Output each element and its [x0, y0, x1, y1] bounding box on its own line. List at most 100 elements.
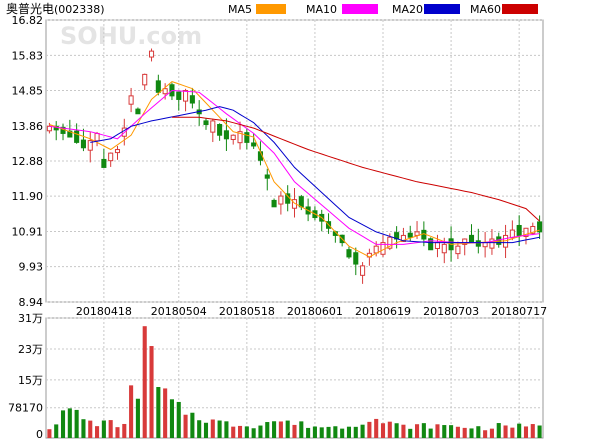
candle-body: [142, 73, 148, 86]
volume-bar: [306, 427, 311, 438]
price-tick-label: 15.83: [12, 49, 44, 62]
candle-body: [298, 196, 304, 208]
volume-bar: [442, 425, 447, 438]
volume-bar: [169, 399, 174, 438]
candle-body: [128, 95, 134, 105]
volume-bar: [163, 388, 168, 438]
date-tick-label: 20180619: [355, 305, 411, 318]
volume-bar: [258, 425, 263, 438]
volume-bar: [74, 409, 79, 438]
volume-tick-label: 23万: [18, 343, 43, 356]
volume-tick-label: 0: [36, 428, 43, 440]
volume-bar: [333, 426, 338, 438]
volume-bar: [190, 412, 195, 438]
volume-bar: [374, 418, 379, 438]
candle-body: [400, 234, 406, 242]
volume-bar: [428, 428, 433, 438]
line-ma5: [49, 81, 540, 258]
candle-body: [230, 134, 236, 140]
candle-body: [135, 108, 141, 115]
volume-bar: [394, 423, 399, 438]
volume-bar: [537, 425, 542, 438]
volume-bar: [67, 408, 72, 438]
price-panel: 16.82 15.83 14.85 13.86 12.88 11.90 10.91 9.93 8…: [12, 14, 548, 318]
volume-bar: [469, 428, 474, 438]
volume-bar: [81, 419, 86, 438]
volume-bar: [408, 428, 413, 438]
volume-bar: [210, 419, 215, 438]
candle-body: [271, 199, 277, 208]
date-tick-label: 20180504: [151, 305, 207, 318]
price-tick-label: 16.82: [12, 14, 44, 27]
volume-bar: [231, 426, 236, 438]
candle-body: [353, 252, 359, 265]
volume-bar: [292, 424, 297, 438]
volume-bar: [217, 420, 222, 438]
legend-swatch-icon: [502, 4, 538, 14]
candle-body: [74, 130, 80, 143]
volume-bar: [523, 426, 529, 438]
volume-bar: [455, 426, 460, 438]
volume-bar: [122, 423, 127, 438]
candle-body: [251, 142, 257, 147]
candle-body: [67, 130, 73, 138]
volume-bar: [517, 423, 522, 438]
candle-body: [189, 95, 195, 104]
volume-bar: [483, 430, 488, 438]
volume-bar: [115, 427, 120, 438]
candle-body: [203, 120, 209, 125]
volume-bar: [272, 421, 277, 438]
volume-bar: [237, 425, 243, 438]
volume-bar: [312, 426, 317, 438]
volume-bar: [88, 420, 93, 438]
legend-label-ma10: MA10: [306, 3, 337, 16]
candle-body: [434, 242, 441, 250]
candle-body: [373, 245, 379, 254]
volume-bar: [367, 421, 372, 438]
candle-body: [530, 225, 536, 234]
candle-body: [441, 243, 447, 254]
volume-bar: [149, 346, 154, 438]
volume-bar: [265, 422, 270, 438]
date-tick-label: 20180518: [219, 305, 275, 318]
candle-body: [346, 249, 352, 258]
line-ma60: [172, 116, 540, 222]
candle-body: [482, 242, 488, 248]
volume-bar: [183, 414, 188, 438]
price-tick-label: 11.90: [12, 190, 44, 203]
price-tick-label: 13.86: [12, 120, 44, 133]
candle-body: [162, 88, 168, 95]
candle-body: [387, 236, 393, 249]
line-ma20: [90, 106, 540, 244]
volume-bar: [340, 428, 345, 438]
candle-body: [217, 124, 223, 136]
volume-tick-label: 31万: [18, 312, 43, 325]
candle-body: [523, 227, 529, 237]
volume-bar: [360, 424, 365, 438]
price-tick-label: 14.85: [12, 85, 44, 98]
volume-bar: [278, 421, 283, 438]
candle-body: [278, 195, 284, 205]
volume-bar: [244, 426, 249, 438]
legend-label-ma5: MA5: [228, 3, 252, 16]
candle-body: [114, 149, 121, 154]
date-tick-label: 20180703: [423, 305, 479, 318]
legend-swatch-icon: [342, 4, 378, 14]
volume-bar: [353, 426, 358, 438]
candle-body: [475, 240, 481, 247]
volume-bar: [489, 428, 494, 438]
candle-body: [80, 139, 86, 149]
candle-body: [183, 90, 189, 102]
volume-bar: [449, 425, 454, 438]
volume-bar: [435, 424, 440, 438]
date-tick-label: 20180717: [491, 305, 547, 318]
volume-bar: [415, 424, 420, 438]
volume-bar: [197, 420, 202, 438]
volume-bar: [285, 420, 290, 438]
date-tick-label: 20180601: [287, 305, 343, 318]
volume-bar: [60, 410, 66, 438]
price-tick-label: 9.93: [19, 261, 44, 274]
candle-body: [94, 132, 100, 142]
legend-label-ma60: MA60: [470, 3, 501, 16]
